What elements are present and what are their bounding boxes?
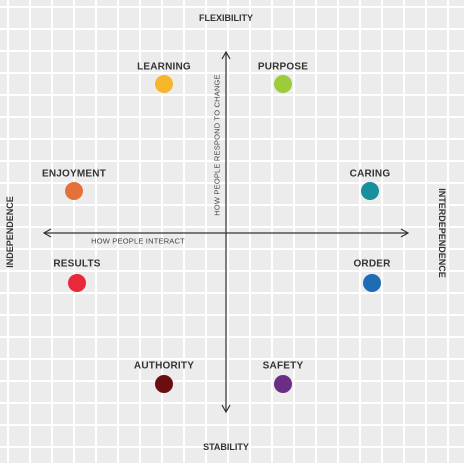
axis-label-bottom: STABILITY — [203, 442, 249, 452]
style-dot-caring — [361, 182, 379, 200]
style-label-purpose: PURPOSE — [257, 61, 309, 73]
vertical-axis-caption: HOW PEOPLE RESPOND TO CHANGE — [212, 74, 222, 216]
style-dot-purpose — [274, 75, 292, 93]
style-label-authority: AUTHORITY — [133, 360, 195, 372]
style-label-caring: CARING — [349, 168, 391, 180]
style-dot-results — [68, 274, 86, 292]
axis-label-left: INDEPENDENCE — [5, 196, 15, 268]
style-label-safety: SAFETY — [262, 360, 304, 372]
style-label-enjoyment: ENJOYMENT — [41, 168, 107, 180]
style-label-learning: LEARNING — [137, 61, 191, 73]
style-label-results: RESULTS — [53, 258, 101, 270]
style-dot-enjoyment — [65, 182, 83, 200]
style-dot-learning — [155, 75, 173, 93]
style-label-order: ORDER — [353, 258, 391, 270]
style-dot-safety — [274, 375, 292, 393]
style-dot-authority — [155, 375, 173, 393]
axis-label-top: FLEXIBILITY — [199, 13, 253, 23]
style-dot-order — [363, 274, 381, 292]
axis-label-right: INTERDEPENDENCE — [437, 188, 447, 278]
horizontal-axis-caption: HOW PEOPLE INTERACT — [91, 236, 185, 246]
